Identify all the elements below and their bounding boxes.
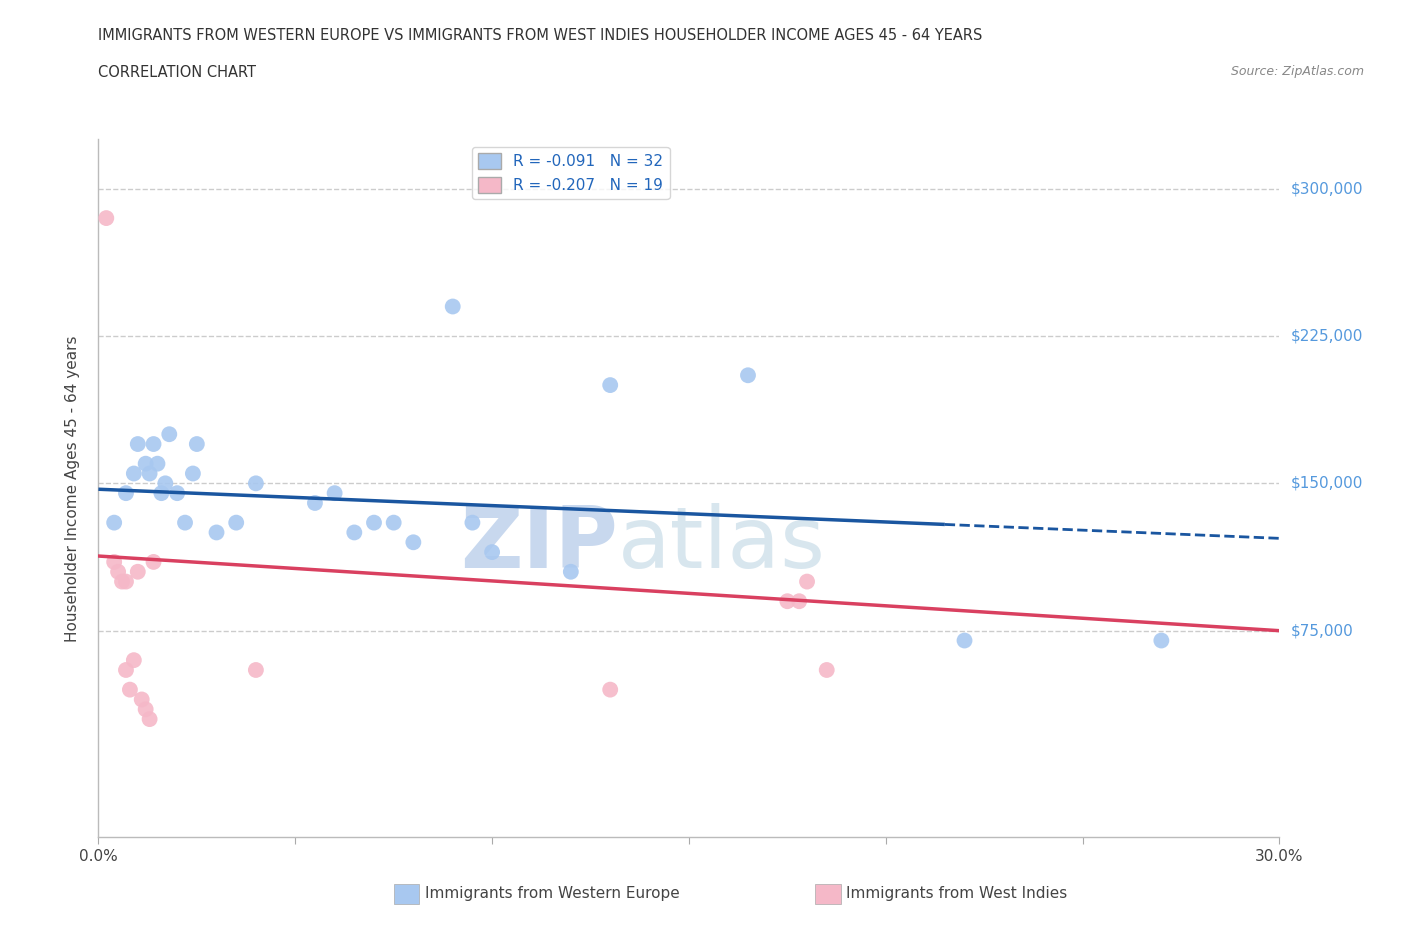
Point: [103, 515, 125, 530]
Text: Source: ZipAtlas.com: Source: ZipAtlas.com: [1230, 65, 1364, 78]
Point: [599, 683, 621, 698]
Point: [402, 535, 425, 550]
Point: [245, 662, 267, 677]
Point: [737, 368, 759, 383]
Point: [174, 515, 197, 530]
Point: [107, 565, 129, 579]
Text: $225,000: $225,000: [1291, 328, 1362, 343]
Point: [135, 457, 157, 472]
Text: IMMIGRANTS FROM WESTERN EUROPE VS IMMIGRANTS FROM WEST INDIES HOUSEHOLDER INCOME: IMMIGRANTS FROM WESTERN EUROPE VS IMMIGR…: [98, 28, 983, 43]
Point: [186, 436, 208, 451]
Point: [135, 702, 157, 717]
Point: [599, 378, 621, 392]
Point: [157, 427, 180, 442]
Point: [441, 299, 464, 314]
Legend: R = -0.091   N = 32, R = -0.207   N = 19: R = -0.091 N = 32, R = -0.207 N = 19: [472, 147, 669, 199]
Point: [461, 515, 484, 530]
Point: [142, 554, 165, 569]
Point: [122, 653, 145, 668]
Point: [796, 574, 818, 589]
Point: [225, 515, 247, 530]
Point: [111, 574, 134, 589]
Point: [363, 515, 385, 530]
Point: [481, 545, 503, 560]
Point: [138, 466, 160, 481]
Point: [127, 565, 149, 579]
Text: $150,000: $150,000: [1291, 476, 1362, 491]
Point: [115, 574, 138, 589]
Point: [181, 466, 204, 481]
Text: $300,000: $300,000: [1291, 181, 1362, 196]
Y-axis label: Householder Income Ages 45 - 64 years: Householder Income Ages 45 - 64 years: [65, 335, 80, 642]
Text: atlas: atlas: [619, 502, 827, 586]
Point: [787, 593, 810, 608]
Point: [96, 211, 118, 226]
Point: [103, 554, 125, 569]
Point: [115, 662, 138, 677]
Text: Immigrants from Western Europe: Immigrants from Western Europe: [425, 886, 679, 901]
Point: [343, 525, 366, 540]
Point: [115, 485, 138, 500]
Point: [815, 662, 838, 677]
Text: ZIP: ZIP: [460, 502, 619, 586]
Point: [304, 496, 326, 511]
Text: $75,000: $75,000: [1291, 623, 1354, 638]
Point: [1150, 633, 1173, 648]
Point: [953, 633, 976, 648]
Point: [127, 436, 149, 451]
Point: [776, 593, 799, 608]
Point: [155, 476, 177, 491]
Point: [131, 692, 153, 707]
Point: [146, 457, 169, 472]
Point: [142, 436, 165, 451]
Point: [118, 683, 141, 698]
Point: [150, 485, 173, 500]
Point: [166, 485, 188, 500]
Text: Immigrants from West Indies: Immigrants from West Indies: [846, 886, 1067, 901]
Point: [382, 515, 405, 530]
Point: [560, 565, 582, 579]
Point: [138, 711, 160, 726]
Point: [245, 476, 267, 491]
Point: [205, 525, 228, 540]
Point: [323, 485, 346, 500]
Point: [122, 466, 145, 481]
Text: CORRELATION CHART: CORRELATION CHART: [98, 65, 256, 80]
